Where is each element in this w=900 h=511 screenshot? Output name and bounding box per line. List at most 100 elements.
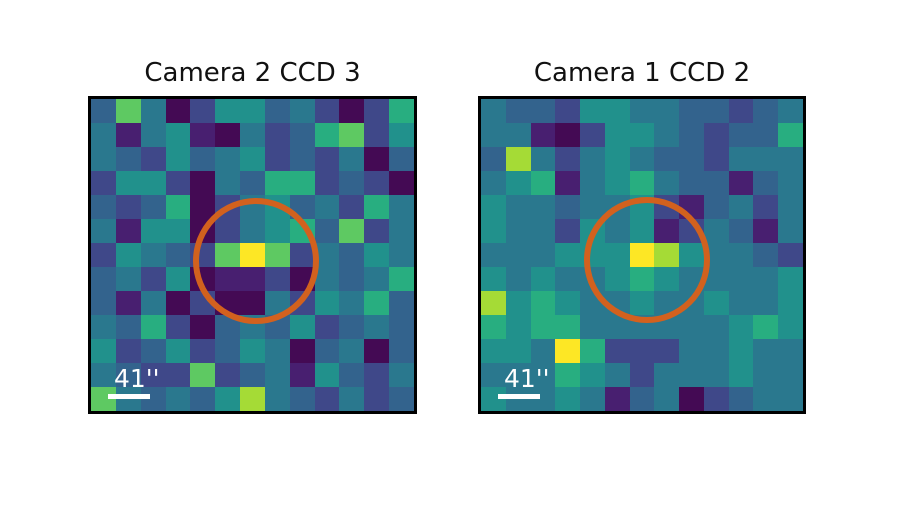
- pixel-cell: [115, 219, 141, 243]
- pixel-cell: [264, 99, 290, 123]
- pixel-cell: [140, 339, 166, 363]
- pixel-cell: [728, 243, 754, 267]
- pixel-cell: [364, 195, 390, 219]
- pixel-cell: [728, 147, 754, 171]
- pixel-cell: [215, 387, 241, 411]
- pixel-cell: [389, 171, 414, 195]
- pixel-cell: [530, 267, 556, 291]
- pixel-cell: [389, 243, 414, 267]
- pixel-cell: [580, 339, 605, 363]
- pixel-cell: [389, 123, 414, 147]
- pixel-cell: [778, 123, 803, 147]
- pixel-cell: [555, 195, 581, 219]
- pixel-cell: [629, 99, 655, 123]
- pixel-cell: [580, 147, 605, 171]
- pixel-cell: [115, 267, 141, 291]
- pixel-cell: [115, 243, 141, 267]
- source-circle-left: [193, 198, 319, 324]
- pixel-cell: [140, 291, 166, 315]
- pixel-cell: [165, 267, 191, 291]
- pixel-cell: [530, 99, 556, 123]
- pixel-cell: [555, 387, 581, 411]
- pixel-cell: [364, 291, 390, 315]
- pixel-cell: [481, 363, 506, 387]
- pixel-cell: [728, 387, 754, 411]
- pixel-cell: [753, 291, 779, 315]
- pixel-cell: [703, 387, 729, 411]
- pixel-cell: [753, 387, 779, 411]
- pixel-cell: [115, 147, 141, 171]
- pixel-cell: [505, 267, 531, 291]
- pixel-cell: [289, 315, 315, 339]
- pixel-cell: [604, 99, 630, 123]
- pixel-cell: [165, 339, 191, 363]
- pixel-cell: [339, 147, 365, 171]
- pixel-cell: [289, 339, 315, 363]
- pixel-cell: [703, 339, 729, 363]
- pixel-cell: [91, 171, 116, 195]
- pixel-cell: [215, 363, 241, 387]
- pixel-cell: [555, 171, 581, 195]
- pixel-cell: [190, 99, 216, 123]
- pixel-cell: [679, 315, 704, 339]
- pixel-cell: [555, 219, 581, 243]
- pixel-cell: [314, 171, 340, 195]
- pixel-cell: [91, 219, 116, 243]
- pixel-cell: [753, 267, 779, 291]
- pixel-cell: [654, 99, 680, 123]
- pixel-cell: [165, 219, 191, 243]
- pixel-cell: [604, 123, 630, 147]
- pixel-cell: [580, 315, 605, 339]
- pixel-cell: [165, 243, 191, 267]
- pixel-cell: [629, 171, 655, 195]
- pixel-cell: [703, 171, 729, 195]
- pixel-cell: [339, 171, 365, 195]
- pixel-cell: [389, 195, 414, 219]
- pixel-cell: [728, 267, 754, 291]
- pixel-cell: [91, 147, 116, 171]
- pixel-cell: [481, 99, 506, 123]
- pixel-cell: [165, 147, 191, 171]
- pixel-cell: [364, 243, 390, 267]
- pixel-cell: [703, 363, 729, 387]
- pixel-cell: [654, 363, 680, 387]
- pixel-cell: [481, 195, 506, 219]
- pixel-cell: [530, 195, 556, 219]
- pixel-cell: [165, 387, 191, 411]
- pixel-cell: [115, 123, 141, 147]
- pixel-cell: [580, 387, 605, 411]
- pixel-cell: [530, 315, 556, 339]
- pixel-cell: [91, 123, 116, 147]
- pixel-cell: [314, 99, 340, 123]
- pixel-cell: [190, 171, 216, 195]
- pixel-cell: [778, 267, 803, 291]
- pixel-cell: [364, 219, 390, 243]
- pixel-cell: [753, 363, 779, 387]
- pixel-cell: [728, 363, 754, 387]
- pixel-cell: [481, 243, 506, 267]
- pixel-cell: [115, 195, 141, 219]
- ccd-image-right: 41'': [478, 96, 806, 414]
- pixel-cell: [728, 291, 754, 315]
- pixel-cell: [240, 363, 265, 387]
- pixel-cell: [679, 363, 704, 387]
- pixel-cell: [289, 171, 315, 195]
- pixel-cell: [91, 243, 116, 267]
- pixel-cell: [580, 171, 605, 195]
- pixel-cell: [339, 99, 365, 123]
- pixel-cell: [778, 219, 803, 243]
- pixel-cell: [91, 363, 116, 387]
- pixel-cell: [629, 339, 655, 363]
- pixel-cell: [140, 171, 166, 195]
- pixel-cell: [289, 363, 315, 387]
- pixel-cell: [604, 339, 630, 363]
- pixel-cell: [264, 123, 290, 147]
- pixel-cell: [140, 195, 166, 219]
- pixel-cell: [165, 195, 191, 219]
- pixel-cell: [580, 363, 605, 387]
- pixel-cell: [140, 267, 166, 291]
- pixel-cell: [264, 363, 290, 387]
- pixel-cell: [314, 195, 340, 219]
- pixel-cell: [753, 147, 779, 171]
- pixel-cell: [555, 291, 581, 315]
